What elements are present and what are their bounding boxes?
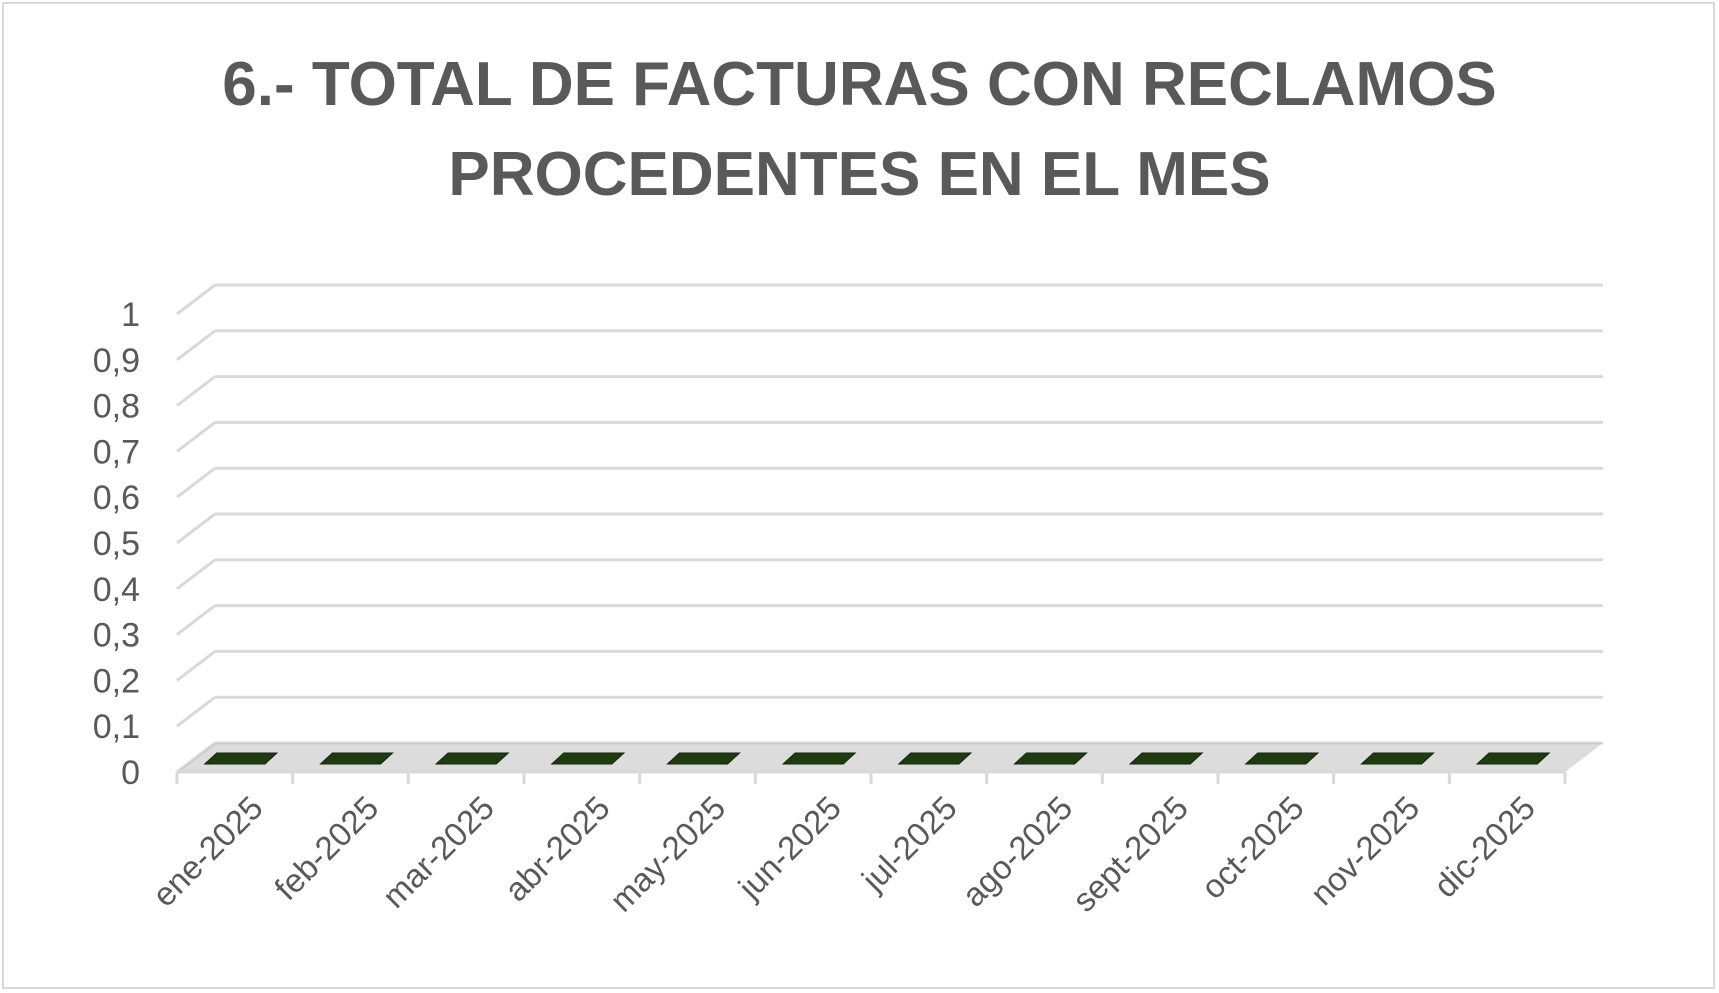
chart-title-line-1: 6.- TOTAL DE FACTURAS CON RECLAMOS [222,50,1497,119]
gridline-side [176,512,216,545]
bar [1128,752,1204,765]
gridline-side [176,375,216,407]
gridline-side [176,467,216,499]
y-tick-label: 0,7 [93,433,140,471]
x-tick-label: mar-2025 [375,789,501,915]
gridline-side [176,283,216,316]
y-tick-label: 0,4 [93,571,140,609]
x-tick-label: jun-2025 [730,789,848,907]
y-tick-label: 0,5 [93,525,140,563]
chart-floor [177,743,1603,772]
gridline-side [176,696,216,728]
bar [781,752,857,765]
bar [550,752,626,765]
x-tick-label: dic-2025 [1426,789,1542,905]
bar [666,752,741,765]
x-tick-label: nov-2025 [1303,789,1426,912]
x-tick-label: ago-2025 [955,789,1080,914]
gridline-side [176,329,216,361]
y-tick-label: 0,8 [93,388,140,426]
chart-title-line-2: PROCEDENTES EN EL MES [448,140,1271,209]
bar [1475,752,1551,765]
x-tick-label: may-2025 [603,789,733,919]
y-tick-label: 0,6 [93,479,140,517]
gridline-side [176,558,216,590]
y-tick-label: 0,1 [93,708,140,746]
x-tick-label: oct-2025 [1194,789,1311,906]
x-tick-label: jul-2025 [854,789,964,899]
bar [203,752,279,765]
bar [1360,752,1435,765]
gridline-side [176,650,216,682]
gridline-side [176,421,216,453]
x-tick-label: feb-2025 [267,789,385,907]
bar [434,752,510,765]
chart-title: 6.- TOTAL DE FACTURAS CON RECLAMOS PROCE… [0,40,1719,220]
bar [1013,752,1088,765]
y-tick-label: 0,2 [93,662,140,700]
y-tick-label: 0,3 [93,617,140,655]
y-tick-label: 0,9 [93,342,140,380]
bar [319,752,394,765]
y-tick-label: 1 [121,296,140,334]
gridline-side [176,604,216,636]
bar [1244,752,1320,765]
x-tick-label: ene-2025 [145,789,270,914]
x-tick-label: sept-2025 [1065,789,1195,919]
y-tick-label: 0 [121,754,140,792]
x-tick-label: abr-2025 [497,789,617,909]
bar [897,752,973,765]
